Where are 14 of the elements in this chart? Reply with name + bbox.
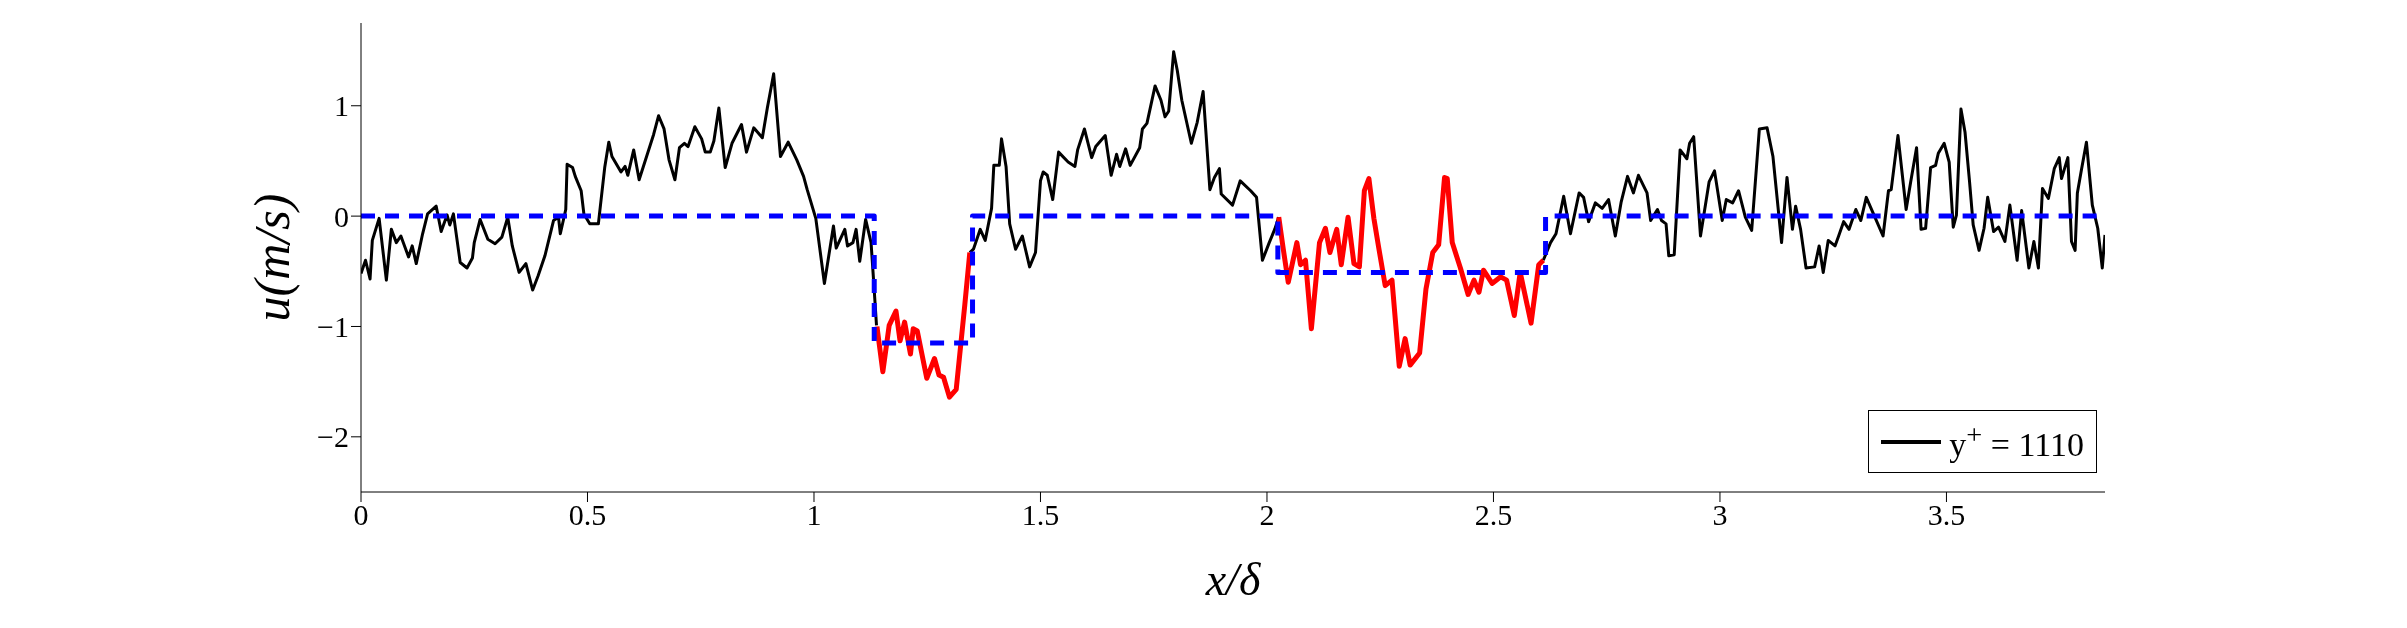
y-tick-label: 0: [334, 199, 349, 233]
x-axis-title: x/δ: [1204, 553, 1261, 605]
y-tick-label: 1: [334, 89, 349, 123]
x-tick-label: 1.5: [1021, 498, 1060, 532]
x-tick-label: 1: [806, 498, 822, 532]
x-tick-label: 0.5: [568, 498, 607, 532]
y-tick-label: −2: [317, 420, 349, 454]
x-tick-label: 2.5: [1474, 498, 1513, 532]
y-axis-title: u(m/s): [243, 193, 300, 322]
x-tick-label: 3: [1712, 498, 1728, 532]
x-tick-label: 2: [1259, 498, 1275, 532]
y-tick-label: −1: [317, 310, 349, 344]
legend-label: y$^{+}$ = 1110: [1949, 419, 2084, 465]
x-tick-label: 3.5: [1927, 498, 1966, 532]
